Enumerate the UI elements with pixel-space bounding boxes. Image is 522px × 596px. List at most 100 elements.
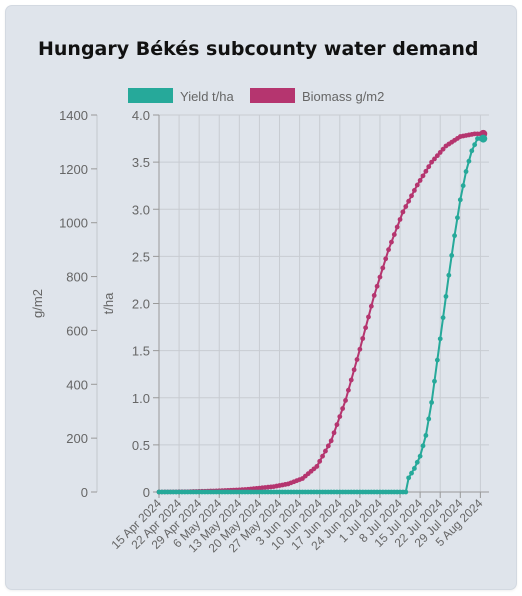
biomass-point: [360, 336, 366, 341]
biomass-point: [320, 453, 325, 459]
biomass-axis-title: g/m2: [30, 289, 45, 318]
legend-label-biomass: Biomass g/m2: [302, 89, 384, 104]
biomass-point: [354, 357, 360, 362]
biomass-point: [400, 209, 406, 215]
biomass-point: [343, 398, 348, 403]
yield-point: [434, 357, 440, 363]
legend-label-yield: Yield t/ha: [180, 89, 234, 104]
yield-tick-label: 0.5: [132, 438, 150, 453]
legend-swatch-biomass: [250, 88, 295, 103]
biomass-point: [337, 414, 343, 419]
biomass-point: [323, 448, 328, 454]
biomass-point: [314, 464, 320, 469]
biomass-point: [363, 325, 369, 331]
yield-end-point: [479, 134, 488, 143]
yield-point: [466, 158, 472, 164]
biomass-point: [434, 153, 440, 159]
biomass-point: [432, 156, 437, 162]
yield-tick-label: 1.0: [132, 391, 150, 406]
yield-point: [417, 453, 423, 459]
biomass-point: [409, 193, 414, 199]
yield-tick-label: 2.5: [132, 249, 150, 264]
biomass-tick-label: 1400: [59, 108, 88, 123]
page-title: Hungary Békés subcounty water demand: [38, 38, 479, 60]
biomass-point: [345, 387, 351, 393]
biomass-tick-label: 200: [66, 431, 88, 446]
yield-tick-label: 3.5: [132, 155, 150, 170]
biomass-point: [377, 274, 383, 280]
biomass-point: [357, 346, 363, 352]
biomass-point: [391, 232, 397, 237]
yield-tick-label: 0: [143, 485, 150, 500]
yield-point: [414, 459, 420, 465]
biomass-tick-label: 400: [66, 377, 88, 392]
biomass-tick-label: 800: [66, 270, 88, 285]
yield-point: [411, 466, 417, 471]
biomass-point: [340, 406, 346, 411]
yield-point: [469, 148, 475, 154]
yield-point: [452, 233, 457, 239]
biomass-point: [371, 293, 377, 298]
biomass-tick-label: 600: [66, 323, 88, 338]
biomass-tick-label: 1200: [59, 162, 88, 177]
biomass-point: [331, 430, 337, 436]
biomass-point: [383, 256, 389, 262]
legend-item-biomass[interactable]: Biomass g/m2: [250, 88, 384, 104]
legend[interactable]: Yield t/ha Biomass g/m2: [128, 88, 384, 104]
yield-point: [420, 443, 426, 449]
biomass-point: [334, 422, 340, 428]
yield-point: [406, 475, 412, 481]
biomass-point: [348, 377, 354, 383]
yield-tick-label: 2.0: [132, 297, 150, 312]
yield-point: [455, 215, 460, 221]
yield-point: [446, 272, 452, 278]
yield-tick-label: 3.0: [132, 202, 150, 217]
biomass-point: [417, 178, 423, 183]
series-biomass: [156, 129, 488, 495]
yield-point: [449, 253, 455, 258]
biomass-tick-label: 0: [81, 485, 88, 500]
biomass-point: [426, 164, 432, 170]
yield-tick-label: 1.5: [132, 344, 150, 359]
biomass-point: [429, 159, 435, 165]
biomass-point: [403, 204, 409, 209]
biomass-point: [351, 367, 357, 373]
biomass-point: [437, 150, 443, 155]
biomass-point: [366, 314, 371, 320]
yield-tick-label: 4.0: [132, 108, 150, 123]
yield-point: [423, 433, 429, 438]
legend-swatch-yield: [128, 88, 173, 103]
yield-point: [432, 378, 437, 384]
legend-item-yield[interactable]: Yield t/ha: [128, 88, 234, 104]
biomass-point: [328, 438, 334, 444]
biomass-point: [397, 217, 403, 222]
yield-point: [457, 197, 463, 203]
biomass-point: [411, 188, 417, 193]
yield-point: [443, 294, 449, 299]
biomass-point: [386, 247, 391, 253]
yield-point: [472, 142, 478, 148]
biomass-point: [317, 458, 323, 464]
yield-point: [460, 183, 466, 189]
biomass-point: [374, 283, 380, 289]
biomass-line: [158, 132, 484, 493]
biomass-point: [406, 198, 412, 204]
biomass-point: [414, 182, 420, 188]
yield-line: [159, 137, 484, 493]
series-layer: [156, 129, 488, 495]
yield-point: [409, 470, 414, 476]
biomass-point: [440, 146, 446, 152]
yield-point: [440, 315, 446, 321]
biomass-point: [325, 443, 331, 449]
yield-point: [403, 489, 409, 495]
biomass-point: [394, 224, 400, 230]
yield-point: [429, 400, 435, 405]
grid-lines: [158, 114, 489, 493]
biomass-point: [423, 168, 429, 174]
series-yield: [156, 134, 488, 495]
yield-point: [437, 336, 443, 342]
yield-axis-title: t/ha: [101, 292, 116, 314]
biomass-point: [368, 303, 374, 309]
